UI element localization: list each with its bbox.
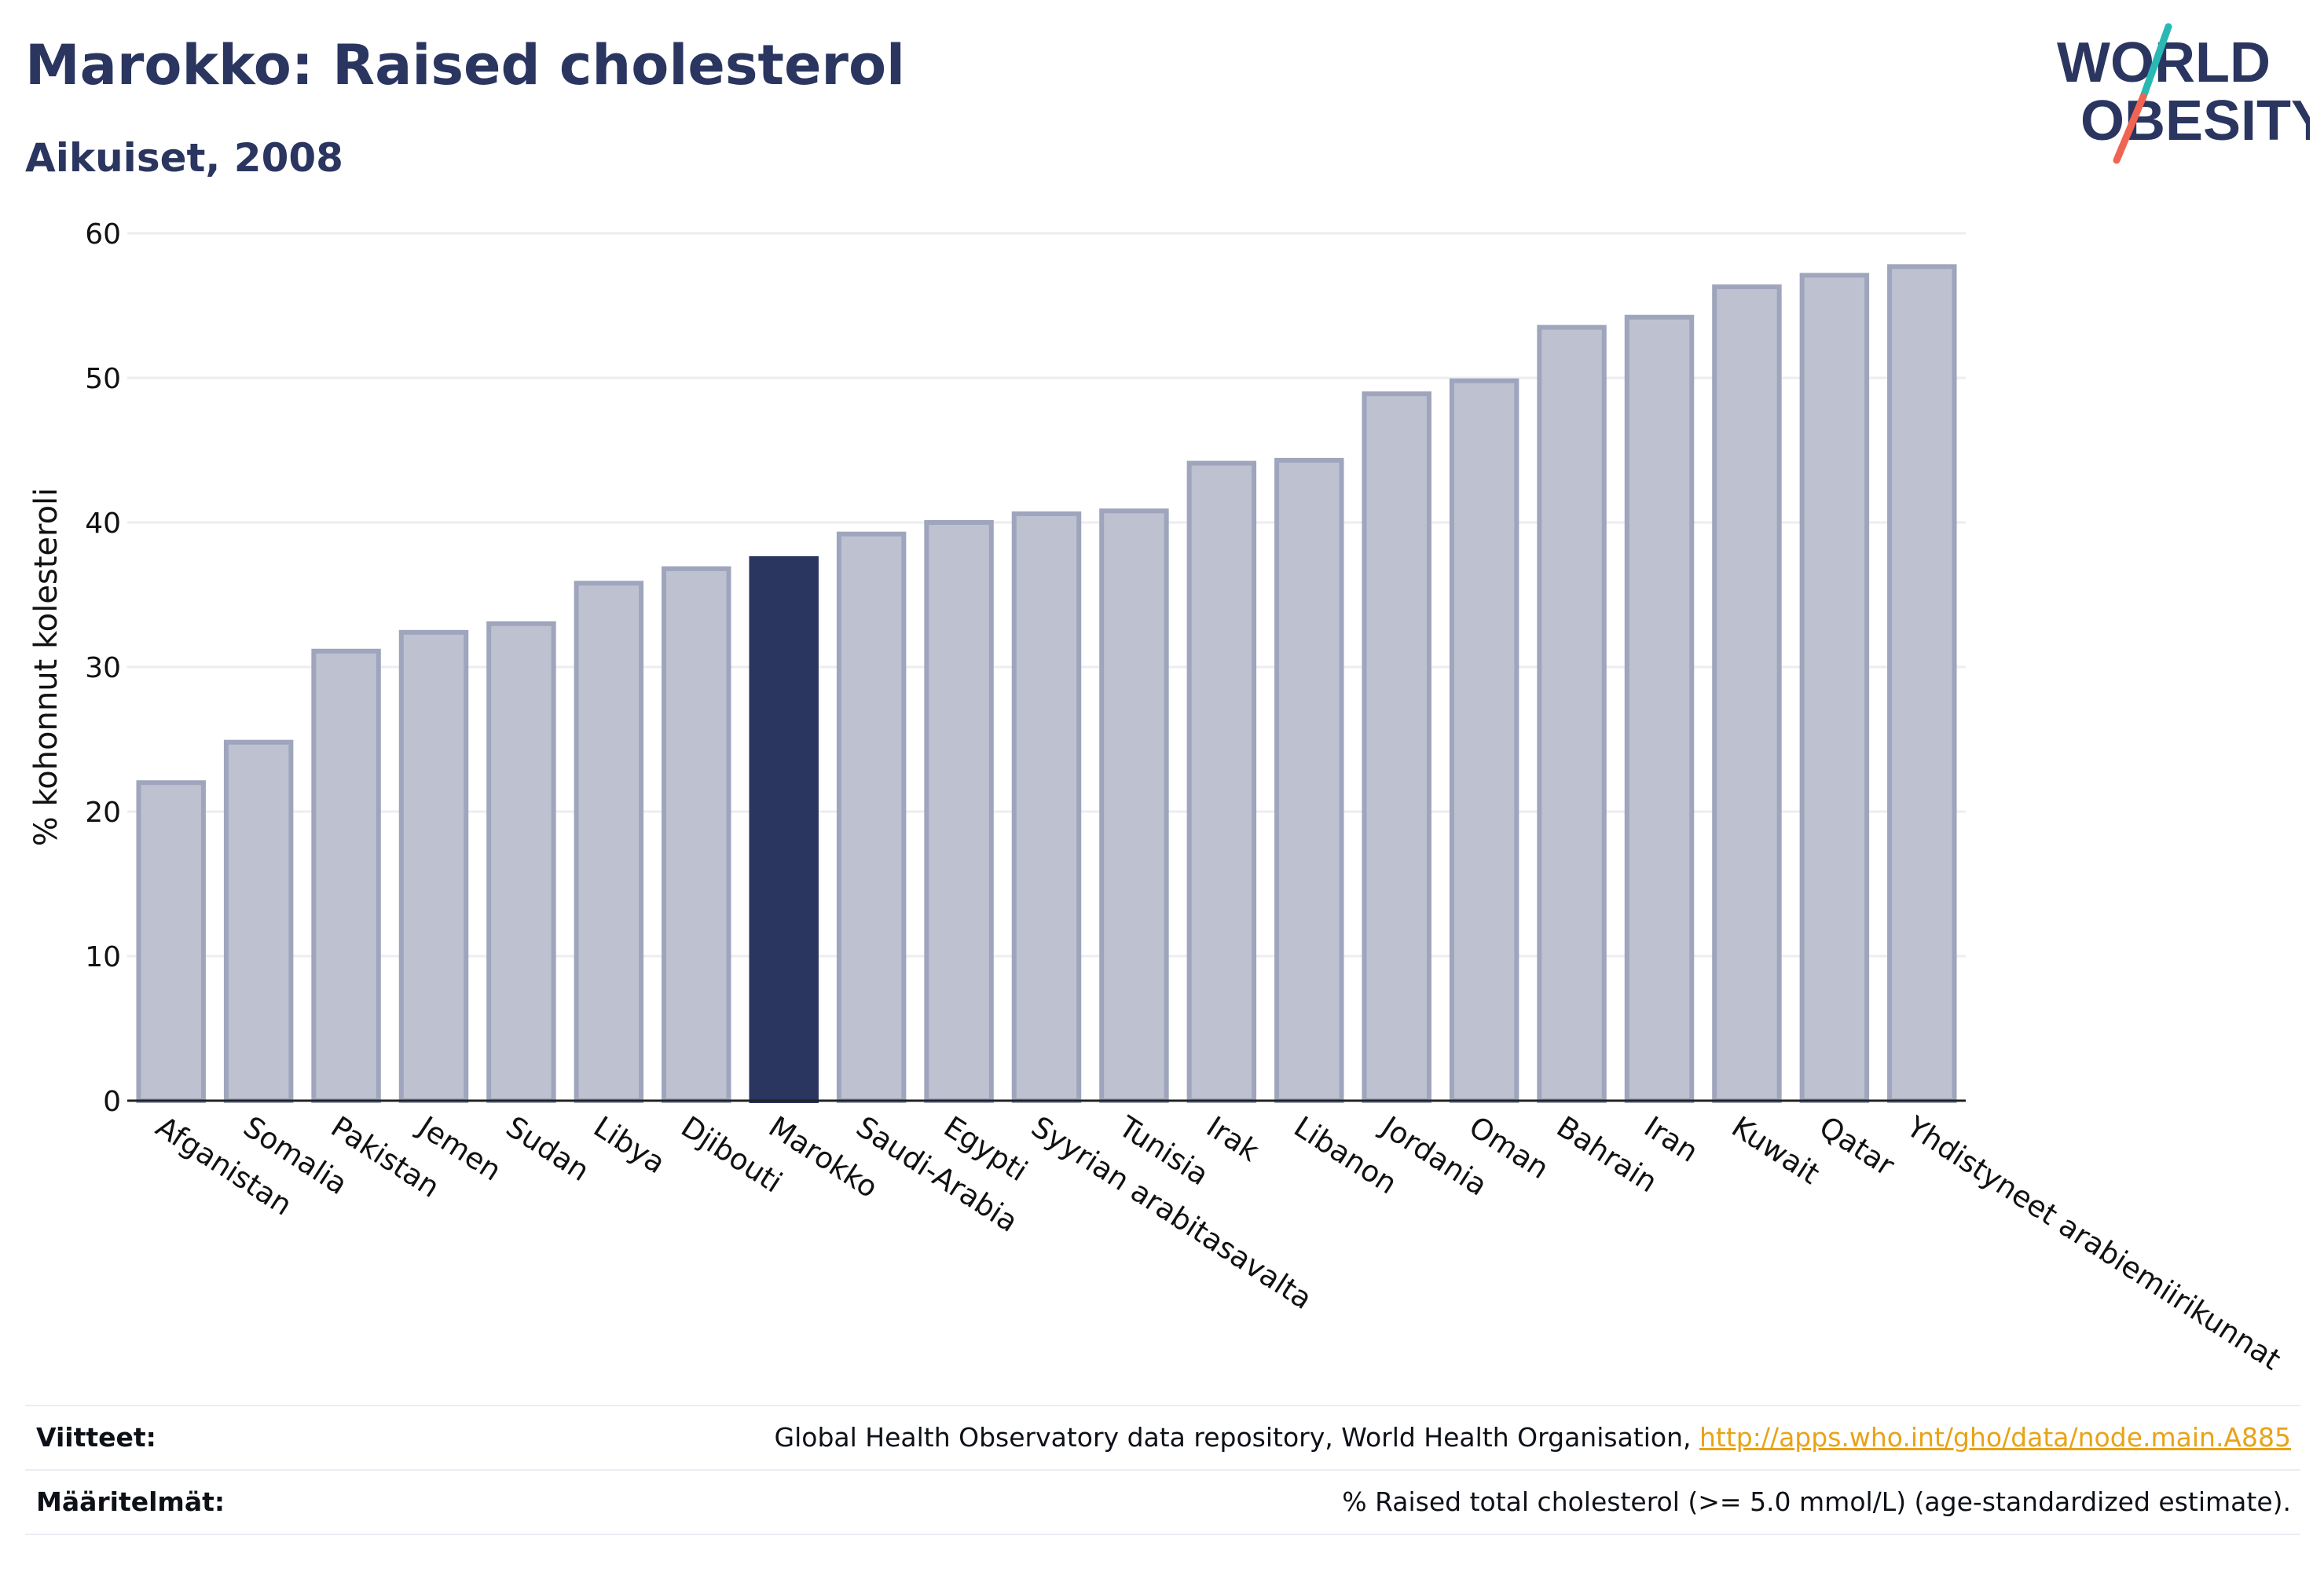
x-tick-label: Qatar [1813,1109,1901,1182]
logo-slash-red [2113,93,2147,164]
y-tick-label: 0 [103,1086,121,1118]
bar [1274,457,1344,1103]
bar [924,520,994,1103]
bar [574,581,644,1103]
bar [486,621,556,1103]
bar [398,629,469,1103]
bar [1799,273,1870,1103]
world-obesity-logo: WORLD OBESITY [2057,23,2310,164]
bar [749,556,819,1103]
x-tick-label: Kuwait [1726,1109,1826,1190]
definitions-label: Määritelmät: [36,1486,225,1517]
bar [836,531,907,1103]
chart-subtitle: Aikuiset, 2008 [25,135,343,181]
sources-text: Global Health Observatory data repositor… [774,1422,1699,1453]
definitions-value: % Raised total cholesterol (>= 5.0 mmol/… [1342,1486,2291,1517]
y-axis-title: % kohonnut kolesteroli [28,488,64,847]
y-tick-label: 30 [85,652,121,684]
bar [662,566,731,1103]
logo-slash-teal [2139,23,2172,101]
sources-label: Viitteet: [36,1422,156,1453]
bar [1887,264,1957,1104]
x-tick-label: Iran [1638,1109,1704,1168]
bar [223,739,294,1103]
bar [136,780,206,1103]
y-tick-label: 60 [85,218,121,251]
chart-title: Marokko: Raised cholesterol [25,33,906,97]
x-tick-label: Sudan [500,1109,596,1188]
bar [1537,324,1607,1104]
x-tick-label: Libya [588,1109,671,1180]
bar [1712,284,1782,1104]
y-tick-label: 20 [85,797,121,829]
sources-value: Global Health Observatory data repositor… [775,1422,2291,1453]
y-tick-label: 10 [85,941,121,973]
sources-link[interactable]: http://apps.who.int/gho/data/node.main.A… [1699,1422,2291,1453]
footer-bottom-rule [25,1534,2300,1535]
x-tick-label: Bahrain [1551,1109,1663,1199]
definitions-row: Määritelmät: % Raised total cholesterol … [25,1469,2300,1534]
bar [1186,460,1257,1103]
logo-word-obesity: OBESITY [2080,90,2310,152]
bar [1011,511,1082,1103]
x-tick-label: Irak [1200,1109,1266,1168]
bar [1624,314,1695,1104]
x-tick-label: Djibouti [675,1109,788,1199]
bar [311,648,381,1103]
y-tick-label: 40 [85,508,121,540]
x-tick-label: Yhdistyneet arabiemiirikunnat [1901,1109,2287,1376]
bar [1362,391,1431,1103]
sources-row: Viitteet: Global Health Observatory data… [25,1405,2300,1469]
y-tick-label: 50 [85,363,121,395]
bar [1449,378,1519,1103]
bar [1099,508,1169,1103]
